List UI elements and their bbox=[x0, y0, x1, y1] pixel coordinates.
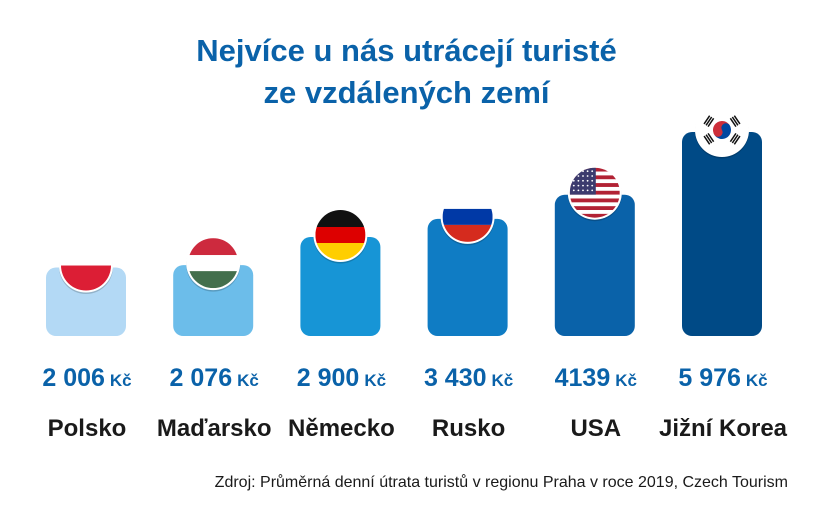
value-label: 5 976 Kč bbox=[678, 364, 767, 392]
category-label: Maďarsko bbox=[157, 415, 272, 442]
bar-maďarsko bbox=[173, 265, 254, 336]
category-label: USA bbox=[570, 415, 621, 442]
value-label: 2 006 Kč bbox=[42, 364, 131, 392]
value-label: 2 076 Kč bbox=[170, 364, 259, 392]
flag-hungary-icon bbox=[186, 236, 241, 291]
category-label: Rusko bbox=[432, 415, 505, 442]
flag-russia-icon bbox=[440, 189, 495, 244]
bar-usa bbox=[554, 194, 635, 336]
flag-usa-icon bbox=[567, 165, 622, 220]
value-label: 4139 Kč bbox=[555, 364, 637, 392]
chart-title-line-2: ze vzdálených zemí bbox=[263, 75, 550, 110]
bar-německo bbox=[300, 237, 381, 336]
value-label: 2 900 Kč bbox=[297, 364, 386, 392]
category-label: Jižní Korea bbox=[659, 415, 788, 442]
chart-title: Nejvíce u nás utrácejí turisté ze vzdále… bbox=[0, 30, 813, 114]
plot-area: 2 006 Kč Polsko 2 076 Kč Maďarsko 2 900 Kč Němec… bbox=[42, 103, 788, 442]
flag-south-korea-icon bbox=[695, 103, 749, 157]
bar-rusko bbox=[427, 218, 508, 336]
bar-polsko bbox=[46, 267, 126, 336]
category-label: Německo bbox=[288, 415, 395, 442]
flag-poland-icon bbox=[59, 238, 113, 293]
value-label: 3 430 Kč bbox=[424, 364, 513, 392]
chart-title-line-1: Nejvíce u nás utrácejí turisté bbox=[196, 33, 617, 68]
bar-jižní-korea bbox=[682, 132, 762, 336]
category-label: Polsko bbox=[48, 415, 127, 442]
source-note: Zdroj: Průměrná denní útrata turistů v r… bbox=[214, 474, 788, 491]
flag-germany-icon bbox=[313, 208, 368, 263]
